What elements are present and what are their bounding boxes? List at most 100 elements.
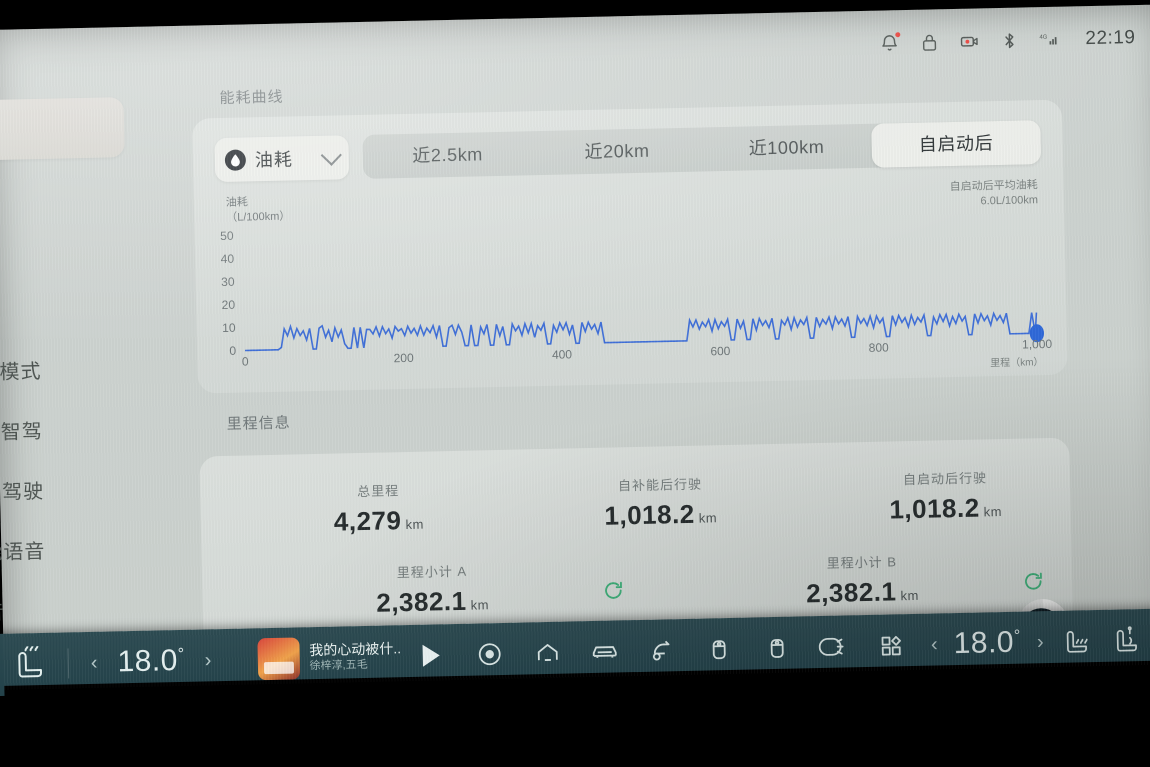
play-icon[interactable] (422, 644, 441, 667)
tab-since-startup[interactable]: 自启动后 (870, 120, 1042, 168)
voice-circle-icon[interactable] (468, 641, 513, 668)
home-icon[interactable] (525, 640, 570, 667)
y-axis-title: 油耗 （L/100km） (226, 194, 291, 225)
left-climate-control: ‹ 18.0° › (68, 643, 233, 688)
temp-decrease-left-button[interactable]: ‹ (90, 651, 98, 674)
x-axis-name: 里程 (990, 357, 1011, 370)
apps-grid-icon[interactable] (869, 632, 914, 659)
x-axis-unit: （km） (1010, 357, 1044, 369)
mileage-section-title: 里程信息 (226, 414, 291, 433)
mileage-grid: 总里程 4,279 km 自补能后行驶 1,018.2 km 自启动后行驶 (199, 438, 1073, 657)
signal-4g-icon[interactable]: 4G (1039, 30, 1065, 51)
range-tab-group: 近2.5km 近20km 近100km 自启动后 (362, 120, 1042, 179)
seat-heat-icon[interactable] (1059, 625, 1094, 658)
temp-right-value-group[interactable]: 18.0° (953, 625, 1021, 670)
y-axis-unit: （L/100km） (226, 210, 291, 224)
stat-since-refuel: 自补能后行驶 1,018.2 km (560, 472, 761, 532)
lock-icon[interactable] (919, 32, 939, 52)
sidebar-item-label: 驾驶模式 (0, 360, 42, 385)
reset-trip-a-button[interactable] (602, 579, 624, 601)
headlight-icon[interactable] (811, 633, 856, 660)
stat-since-startup: 自启动后行驶 1,018.2 km (845, 466, 1046, 526)
average-value: 6.0L/100km (980, 194, 1039, 208)
y-tick-label: 20 (221, 297, 236, 313)
fuel-drop-icon (224, 148, 247, 171)
stat-trip-a: 里程小计 A 2,382.1 km (332, 559, 533, 619)
temp-left-value-group[interactable]: 18.0° (117, 644, 185, 688)
average-consumption: 自启动后平均油耗 6.0L/100km (950, 178, 1039, 210)
stat-unit: km (698, 510, 718, 526)
y-tick-label: 40 (220, 251, 235, 267)
energy-line-chart (243, 218, 1044, 350)
status-bar: 4G 22:19 (879, 27, 1136, 55)
temp-increase-right-button[interactable]: › (1036, 630, 1044, 653)
stat-value: 2,382.1 (805, 576, 897, 609)
y-axis-name: 油耗 (225, 196, 248, 209)
car-icon[interactable] (582, 638, 627, 665)
sidebar-item-lights[interactable]: 灯光 (0, 217, 127, 281)
sidebar-item-label: 全域智驾 (0, 420, 44, 445)
x-tick-label: 600 (710, 343, 731, 359)
stat-value-row: 4,279 km (278, 503, 479, 538)
stat-unit: km (900, 587, 920, 604)
sidebar-item-assisted-driving[interactable]: 辅助驾驶 (0, 457, 133, 521)
seat-vent-icon[interactable] (1109, 624, 1144, 657)
dock-nav-icons (450, 632, 931, 668)
sidebar-item-label: 声音 (0, 601, 5, 625)
rear-camera-icon[interactable] (640, 637, 685, 664)
temp-decrease-right-button[interactable]: ‹ (930, 632, 938, 656)
stat-value-row: 1,018.2 km (845, 491, 1046, 526)
energy-controls-row: 油耗 近2.5km 近20km 近100km 自启动后 (214, 120, 1042, 183)
settings-content: 能耗曲线 油耗 近2.5km 近20km 近100km 自启动后 (191, 69, 1074, 694)
reset-trip-b-button[interactable] (1022, 570, 1044, 592)
energy-curve-card: 油耗 近2.5km 近20km 近100km 自启动后 油耗 （L/100km） (191, 99, 1068, 394)
sidebar-item-vehicle[interactable]: 车辆 (0, 97, 125, 162)
sidebar-item-drive-mode[interactable]: 驾驶模式 (0, 337, 130, 401)
bluetooth-icon[interactable] (999, 31, 1019, 51)
x-tick-label: 200 (393, 350, 414, 366)
sidebar-item-full-scene-autopilot[interactable]: 全域智驾 (0, 397, 131, 461)
tab-近2-5km[interactable]: 近2.5km (412, 144, 484, 166)
seat-heat-icon-left[interactable] (0, 645, 68, 683)
tab-近20km[interactable]: 近20km (584, 140, 650, 163)
dashcam-icon[interactable] (959, 31, 979, 51)
x-tick-label: 0 (241, 354, 249, 369)
stat-value-row: 1,018.2 km (560, 497, 761, 532)
chart-line-series (245, 310, 1037, 350)
degree-symbol: ° (177, 645, 185, 664)
x-tick-label: 800 (868, 340, 889, 355)
temp-left-value: 18.0 (117, 644, 179, 679)
media-widget[interactable]: 我的心动被什.. 徐梓淳,五毛 (233, 634, 451, 681)
energy-chart-plot: 50 40 30 20 10 0 0 200 400 600 800 1,000 里程（km） (220, 218, 1052, 370)
sidebar-item-label: 智能语音 (0, 540, 46, 565)
settings-sidebar: 车辆 门窗 灯光 座椅 驾驶模式 全域智驾 辅助驾驶 智能语音 声音 能源 (0, 97, 137, 701)
mileage-info-card: 总里程 4,279 km 自补能后行驶 1,018.2 km 自启动后行驶 (199, 437, 1074, 657)
temp-increase-left-button[interactable]: › (204, 648, 212, 671)
temp-right-value: 18.0 (953, 625, 1015, 661)
y-tick-label: 10 (222, 320, 236, 336)
stat-unit: km (405, 516, 424, 533)
x-tick-label: 1,000 (1021, 336, 1053, 352)
sidebar-item-smart-voice[interactable]: 智能语音 (0, 517, 134, 581)
bell-icon[interactable] (879, 32, 901, 53)
sidebar-item-doors-windows[interactable]: 门窗 (0, 157, 126, 221)
door-right-icon[interactable] (754, 635, 799, 662)
notification-dot (895, 32, 901, 38)
metric-dropdown-label: 油耗 (254, 149, 294, 171)
stat-label: 里程小计 A (396, 563, 468, 581)
stat-value-row: 2,382.1 km (332, 584, 533, 619)
stat-label: 自补能后行驶 (617, 476, 703, 494)
y-tick-label: 50 (220, 228, 234, 244)
stat-value: 2,382.1 (375, 585, 467, 618)
stat-value: 1,018.2 (604, 498, 696, 531)
door-left-icon[interactable] (697, 636, 742, 663)
metric-dropdown[interactable]: 油耗 (214, 135, 350, 183)
stat-label: 自启动后行驶 (902, 470, 988, 488)
network-type-label: 4G (1039, 35, 1047, 41)
media-text: 我的心动被什.. 徐梓淳,五毛 (309, 641, 401, 674)
stat-unit: km (983, 504, 1003, 520)
sidebar-item-seats[interactable]: 座椅 (0, 277, 129, 341)
tab-近100km[interactable]: 近100km (748, 136, 825, 159)
media-title: 我的心动被什.. (309, 640, 402, 659)
